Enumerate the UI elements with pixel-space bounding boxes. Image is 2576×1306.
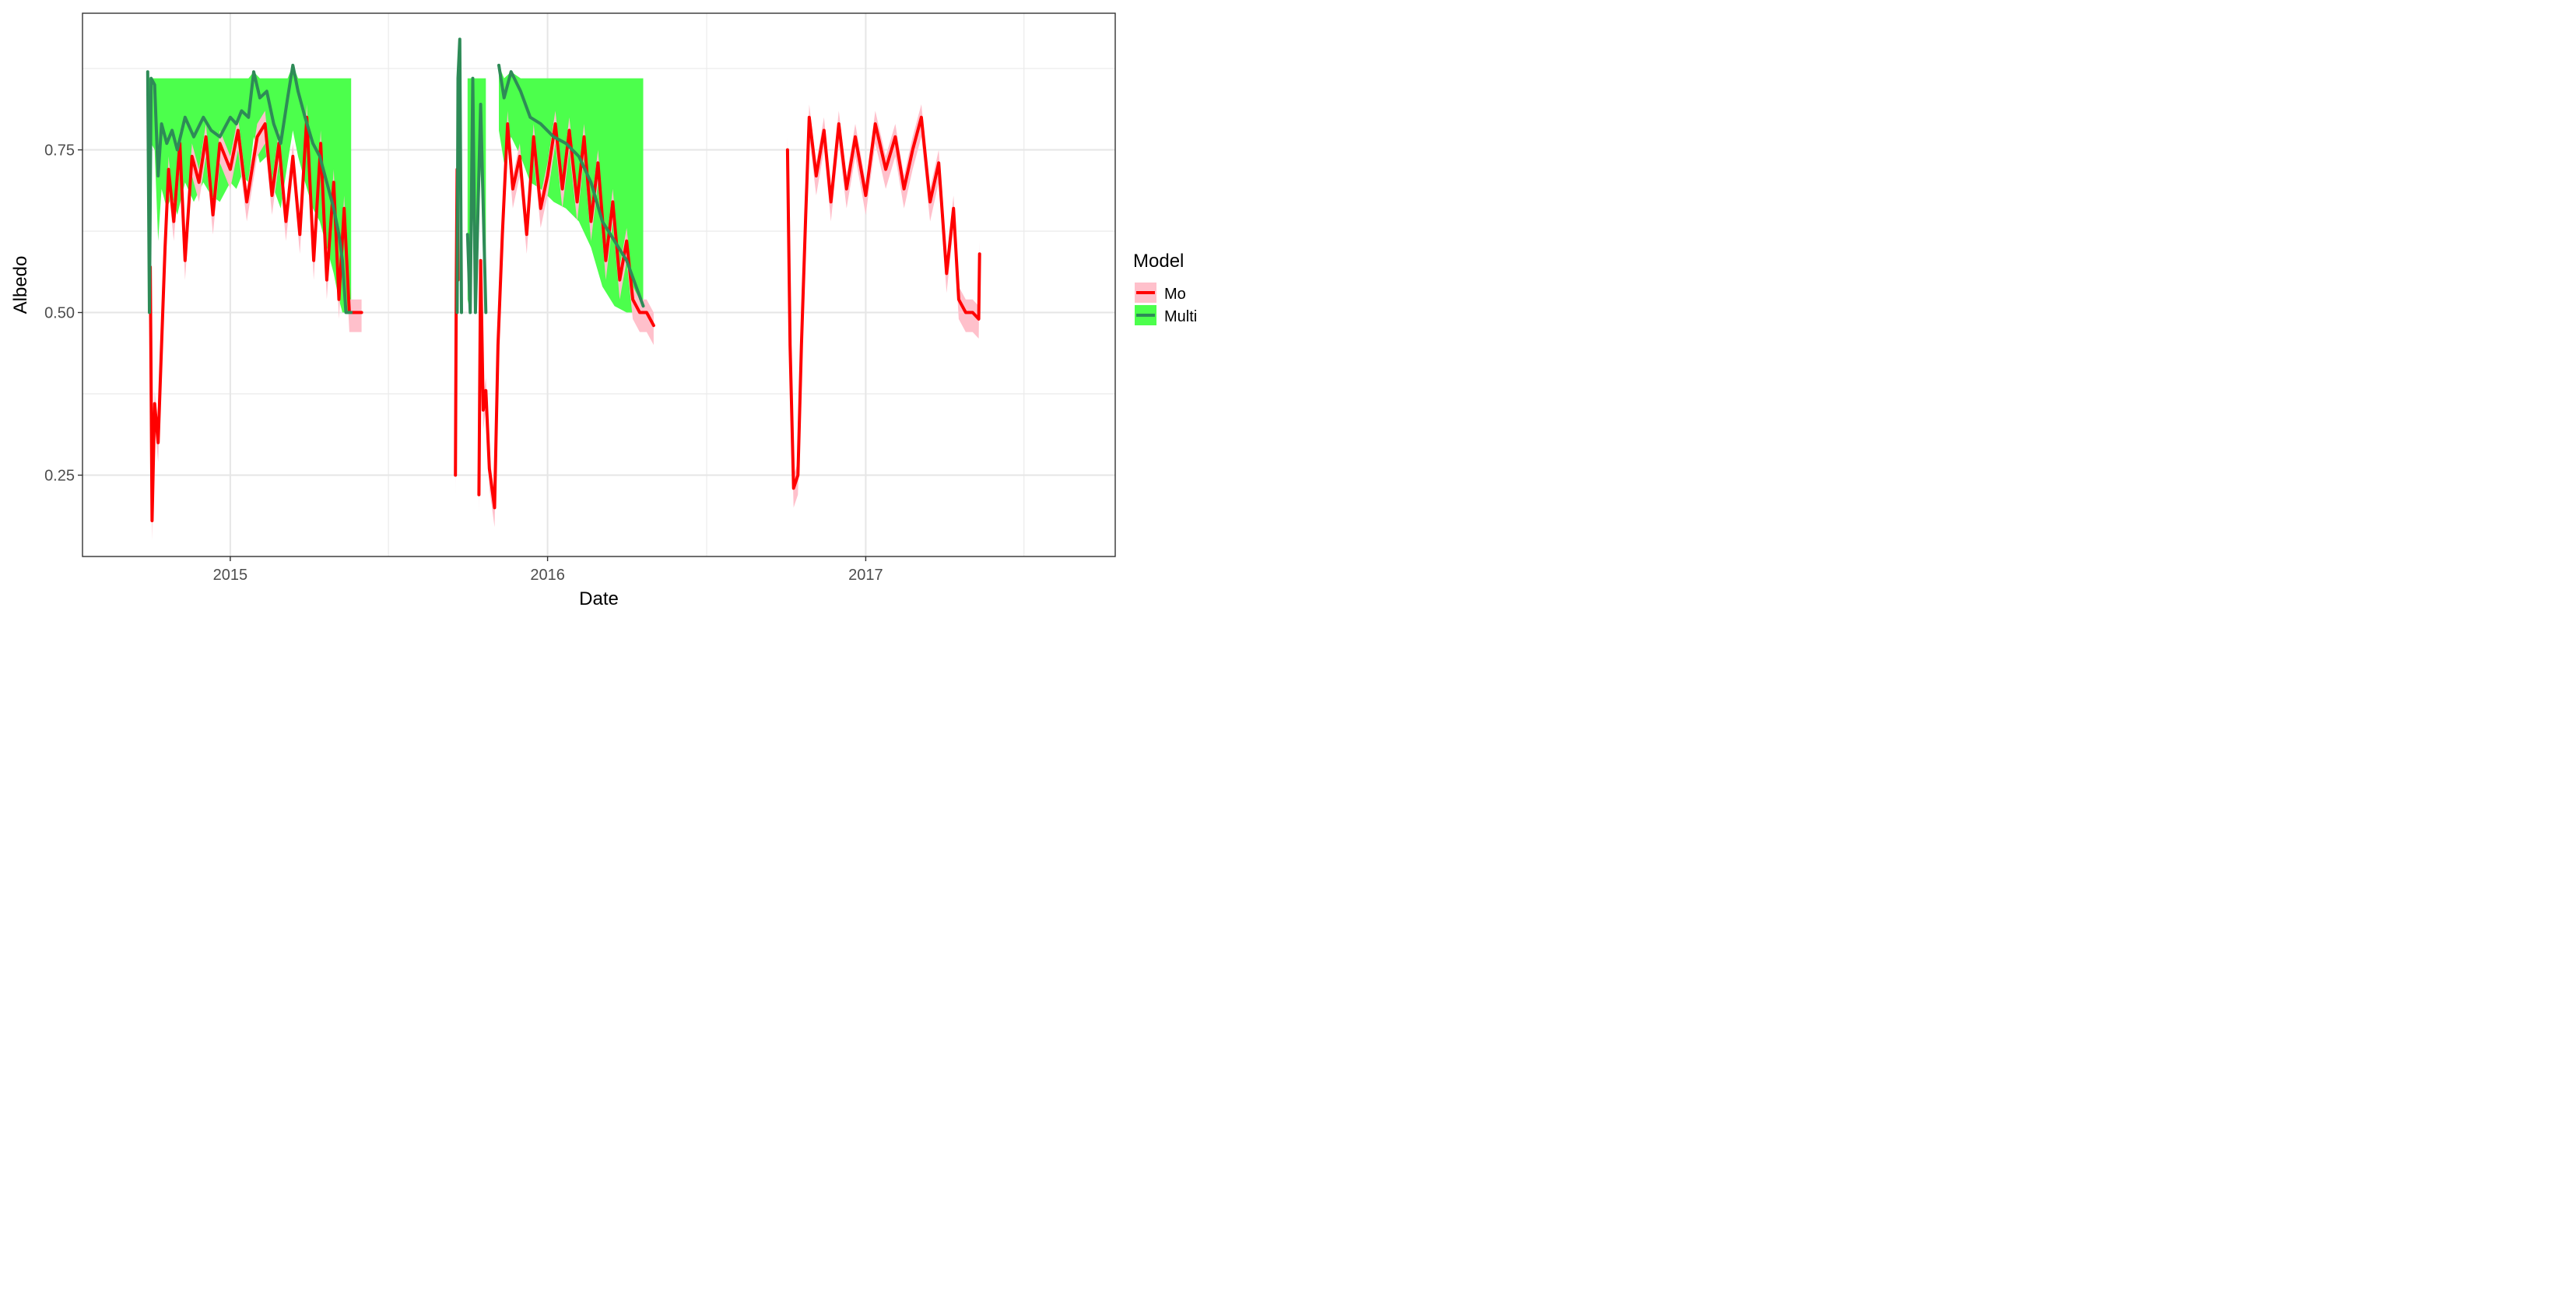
x-axis-ticks: 2015 2016 2017 — [213, 556, 883, 584]
legend: Model Mo Multi — [1133, 251, 1197, 325]
multi-series-line — [497, 63, 645, 308]
y-tick-label: 0.75 — [44, 142, 75, 160]
y-tick-label: 0.25 — [44, 468, 75, 485]
y-tick-label: 0.50 — [44, 305, 75, 322]
legend-item-mo: Mo — [1135, 283, 1186, 303]
x-tick-label: 2017 — [848, 567, 883, 584]
series-lines — [146, 37, 981, 522]
multi-series-line — [455, 37, 463, 314]
legend-title: Model — [1133, 251, 1184, 272]
x-tick-label: 2016 — [530, 567, 565, 584]
multi-series-line — [465, 76, 488, 314]
legend-label-multi: Multi — [1164, 308, 1197, 325]
plot-panel-border — [82, 12, 1116, 557]
legend-items: Mo Multi — [1135, 283, 1197, 325]
albedo-time-series-chart: 2015 2016 2017 0.25 0.50 0.75 Date Albedo Mo… — [10, 12, 1197, 609]
x-tick-label: 2015 — [213, 567, 248, 584]
multi-series-line — [146, 63, 353, 314]
mo-series-line — [785, 115, 981, 490]
legend-label-mo: Mo — [1164, 286, 1186, 303]
mo-series-line — [477, 122, 655, 510]
mo-series-line — [149, 115, 363, 522]
y-axis-title: Albedo — [10, 256, 31, 314]
legend-item-multi: Multi — [1135, 305, 1197, 325]
y-axis-ticks: 0.25 0.50 0.75 — [44, 142, 82, 485]
x-axis-title: Date — [579, 588, 619, 609]
mo-uncertainty-band — [787, 104, 980, 508]
